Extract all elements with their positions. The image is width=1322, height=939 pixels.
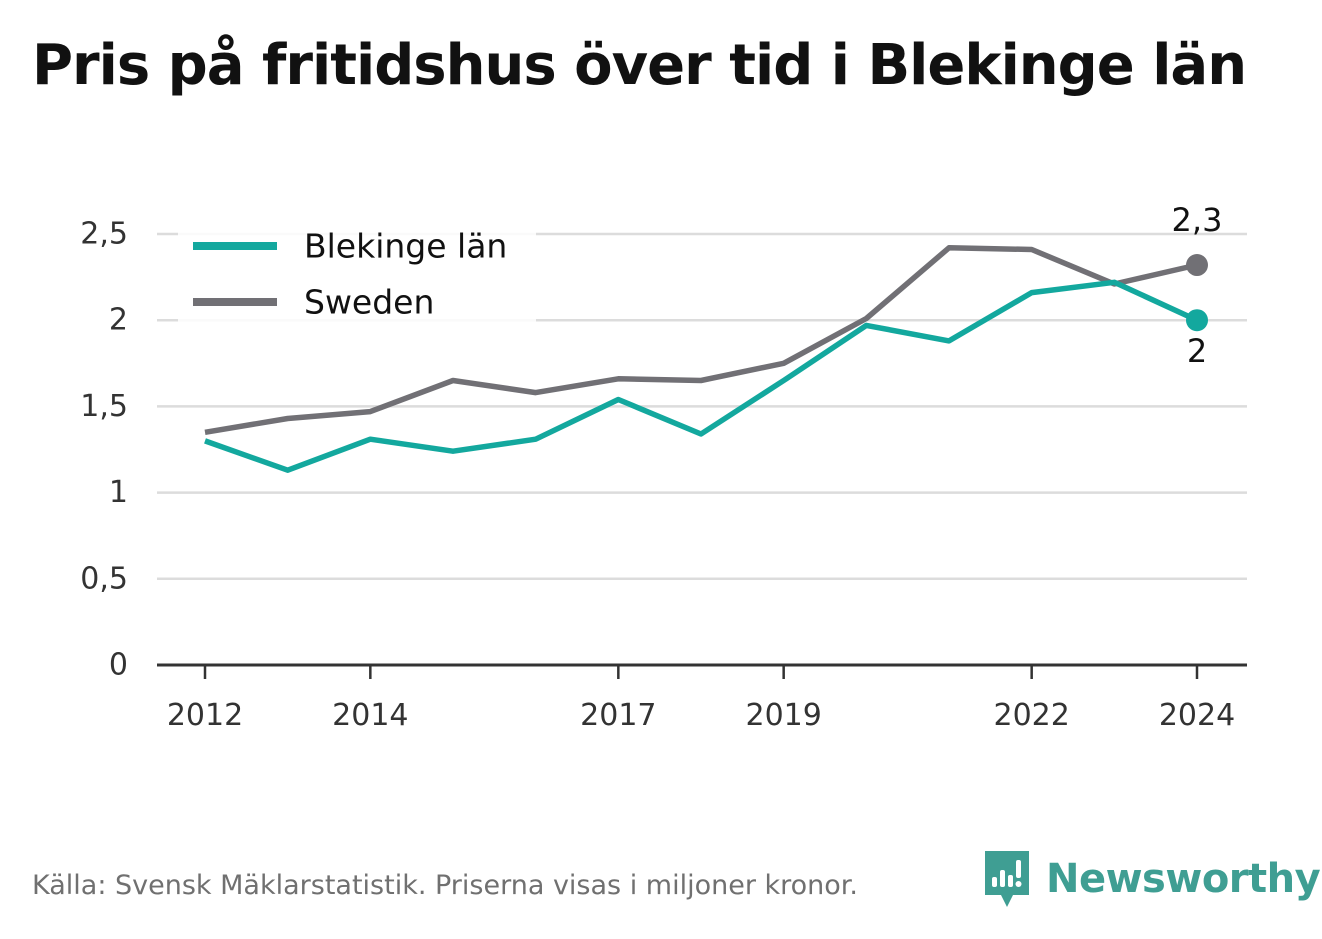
series-line-sweden — [204, 245, 1198, 436]
series-end-point — [1186, 254, 1208, 277]
y-tick-label: 0 — [109, 648, 128, 683]
legend: Blekinge län Sweden — [178, 218, 536, 326]
x-tick-label: 2024 — [1159, 698, 1235, 733]
source-note: Källa: Svensk Mäklarstatistik. Priserna … — [32, 870, 859, 901]
y-tick-label: 1 — [109, 475, 128, 510]
legend-label: Sweden — [304, 283, 434, 322]
brand-name: Newsworthy — [1046, 856, 1321, 902]
brand-logo[interactable]: Newsworthy — [982, 848, 1321, 910]
chart-title: Pris på fritidshus över tid i Blekinge l… — [32, 33, 1247, 98]
y-tick-label: 2,5 — [80, 217, 128, 252]
x-axis: 2012 2014 2017 2019 2022 2024 — [157, 663, 1247, 733]
series-end-label: 2,3 — [1172, 201, 1223, 239]
x-tick-label: 2017 — [580, 698, 656, 733]
series-end-point — [1186, 309, 1208, 332]
series-lines — [204, 245, 1208, 473]
legend-background — [178, 218, 536, 326]
y-tick-label: 2 — [109, 303, 128, 338]
x-tick-label: 2012 — [167, 698, 243, 733]
series-line-blekinge-l-n — [204, 279, 1199, 473]
newsworthy-logo-icon — [985, 851, 1029, 907]
end-labels: 22,3 — [1172, 201, 1223, 370]
x-tick-label: 2019 — [745, 698, 821, 733]
y-tick-label: 1,5 — [80, 389, 128, 424]
y-axis-tick-labels: 0 0,5 1 1,5 2 2,5 — [80, 217, 128, 683]
x-tick-label: 2014 — [332, 698, 408, 733]
legend-label: Blekinge län — [304, 227, 507, 266]
y-tick-label: 0,5 — [80, 561, 128, 596]
series-end-label: 2 — [1187, 332, 1207, 370]
x-tick-label: 2022 — [993, 698, 1069, 733]
